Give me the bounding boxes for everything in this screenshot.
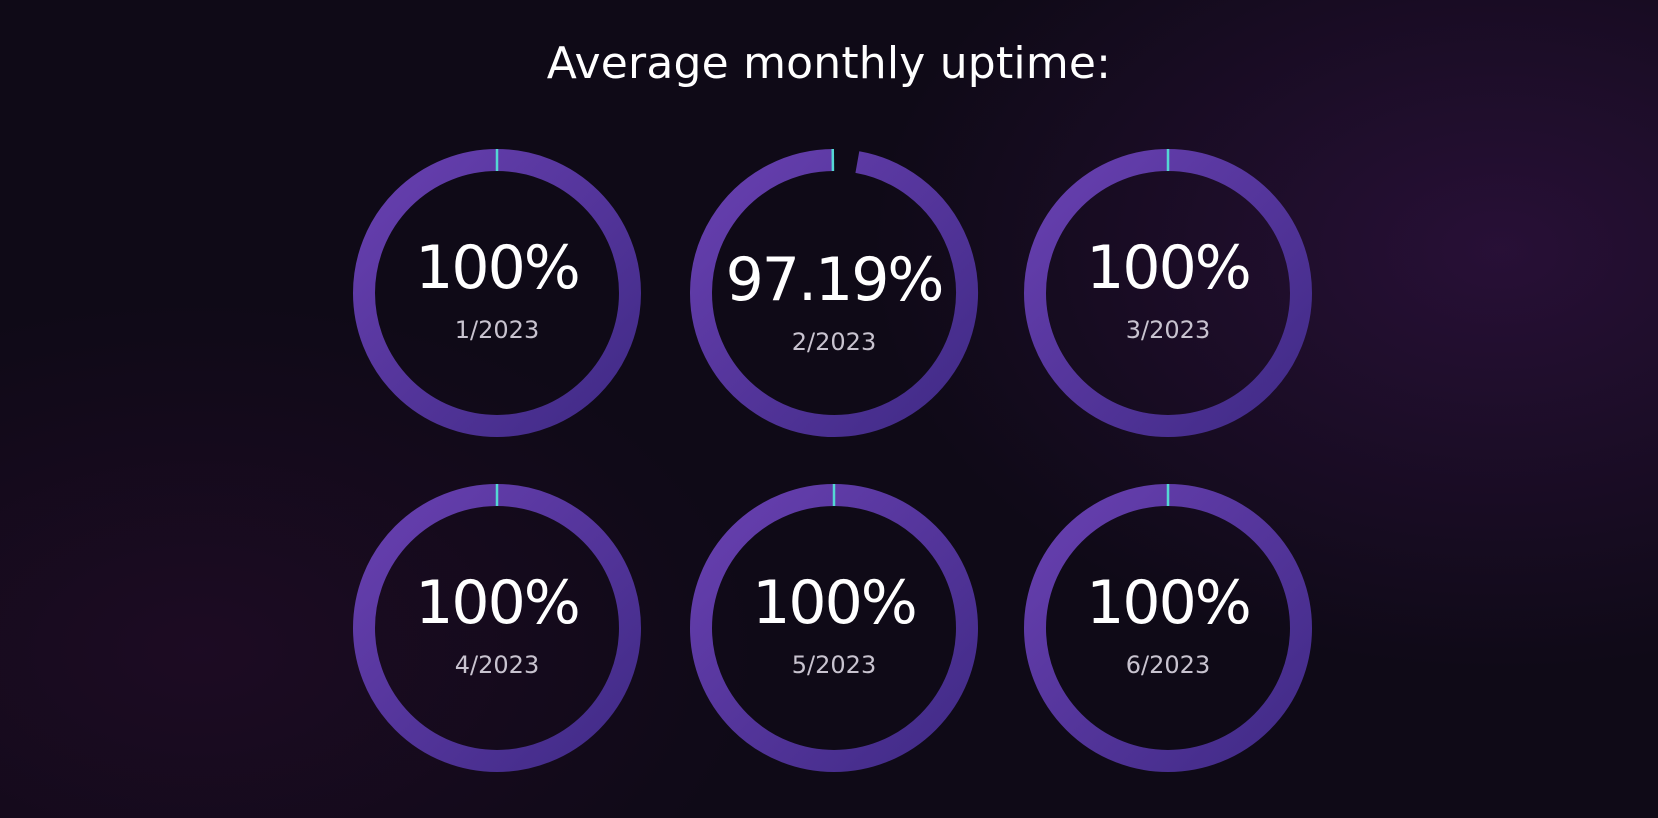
gauge-ring: [1024, 149, 1312, 437]
gauge-arc: [690, 149, 978, 437]
uptime-gauge: 100% 5/2023: [689, 483, 979, 773]
gauge-value: 100%: [1086, 233, 1252, 303]
chart-title: Average monthly uptime:: [546, 38, 1112, 89]
uptime-gauge: 97.19% 2/2023: [689, 148, 979, 438]
gauge-value: 97.19%: [725, 245, 945, 315]
gauge-month-label: 3/2023: [1125, 316, 1211, 344]
gauge-value: 100%: [752, 568, 918, 638]
gauge-ring: [353, 149, 641, 437]
gauge-month-label: 2/2023: [791, 328, 877, 356]
gauge-ring: [1024, 484, 1312, 772]
gauge-month-label: 6/2023: [1125, 651, 1211, 679]
gauge-month-label: 1/2023: [454, 316, 540, 344]
gauge-month-label: 4/2023: [454, 651, 540, 679]
gauge-value: 100%: [415, 568, 581, 638]
uptime-gauge: 100% 4/2023: [352, 483, 642, 773]
uptime-gauge: 100% 6/2023: [1023, 483, 1313, 773]
gauge-value: 100%: [1086, 568, 1252, 638]
gauge-ring: [690, 148, 978, 437]
gauge-month-label: 5/2023: [791, 651, 877, 679]
gauge-ring: [690, 484, 978, 772]
uptime-gauge: 100% 3/2023: [1023, 148, 1313, 438]
uptime-gauge: 100% 1/2023: [352, 148, 642, 438]
gauge-value: 100%: [415, 233, 581, 303]
gauge-ring: [353, 484, 641, 772]
